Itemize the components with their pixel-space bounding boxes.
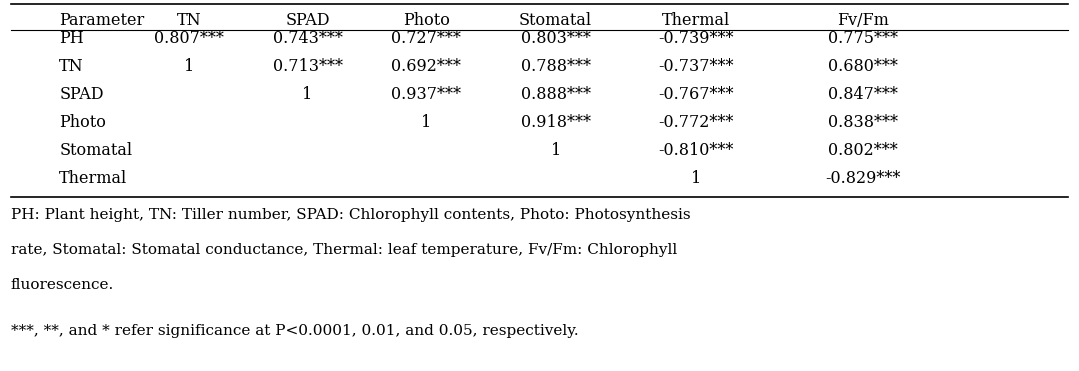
Text: 1: 1 xyxy=(691,170,701,187)
Text: SPAD: SPAD xyxy=(285,12,330,29)
Text: 0.775***: 0.775*** xyxy=(829,30,898,47)
Text: PH: PH xyxy=(59,30,84,47)
Text: 1: 1 xyxy=(302,86,313,103)
Text: Stomatal: Stomatal xyxy=(59,142,133,159)
Text: -0.810***: -0.810*** xyxy=(658,142,734,159)
Text: Photo: Photo xyxy=(402,12,450,29)
Text: 1: 1 xyxy=(421,114,432,131)
Text: Parameter: Parameter xyxy=(59,12,145,29)
Text: PH: Plant height, TN: Tiller number, SPAD: Chlorophyll contents, Photo: Photosyn: PH: Plant height, TN: Tiller number, SPA… xyxy=(11,208,691,222)
Text: 0.888***: 0.888*** xyxy=(521,86,590,103)
Text: 1: 1 xyxy=(183,58,194,75)
Text: Thermal: Thermal xyxy=(59,170,127,187)
Text: -0.772***: -0.772*** xyxy=(658,114,734,131)
Text: -0.739***: -0.739*** xyxy=(658,30,734,47)
Text: 0.937***: 0.937*** xyxy=(392,86,461,103)
Text: TN: TN xyxy=(177,12,201,29)
Text: 0.838***: 0.838*** xyxy=(829,114,898,131)
Text: 0.788***: 0.788*** xyxy=(521,58,590,75)
Text: TN: TN xyxy=(59,58,84,75)
Text: Photo: Photo xyxy=(59,114,106,131)
Text: Thermal: Thermal xyxy=(661,12,730,29)
Text: 0.807***: 0.807*** xyxy=(154,30,223,47)
Text: ***, **, and * refer significance at P<0.0001, 0.01, and 0.05, respectively.: ***, **, and * refer significance at P<0… xyxy=(11,324,578,338)
Text: 0.743***: 0.743*** xyxy=(273,30,342,47)
Text: -0.829***: -0.829*** xyxy=(825,170,901,187)
Text: -0.767***: -0.767*** xyxy=(658,86,734,103)
Text: Fv/Fm: Fv/Fm xyxy=(837,12,889,29)
Text: 0.727***: 0.727*** xyxy=(392,30,461,47)
Text: 0.918***: 0.918*** xyxy=(521,114,590,131)
Text: 0.680***: 0.680*** xyxy=(829,58,898,75)
Text: 0.803***: 0.803*** xyxy=(521,30,590,47)
Text: 0.802***: 0.802*** xyxy=(829,142,898,159)
Text: fluorescence.: fluorescence. xyxy=(11,278,114,292)
Text: 1: 1 xyxy=(550,142,561,159)
Text: rate, Stomatal: Stomatal conductance, Thermal: leaf temperature, Fv/Fm: Chloroph: rate, Stomatal: Stomatal conductance, Th… xyxy=(11,243,677,257)
Text: 0.692***: 0.692*** xyxy=(392,58,461,75)
Text: -0.737***: -0.737*** xyxy=(658,58,734,75)
Text: 0.713***: 0.713*** xyxy=(273,58,342,75)
Text: Stomatal: Stomatal xyxy=(519,12,592,29)
Text: 0.847***: 0.847*** xyxy=(829,86,898,103)
Text: SPAD: SPAD xyxy=(59,86,104,103)
